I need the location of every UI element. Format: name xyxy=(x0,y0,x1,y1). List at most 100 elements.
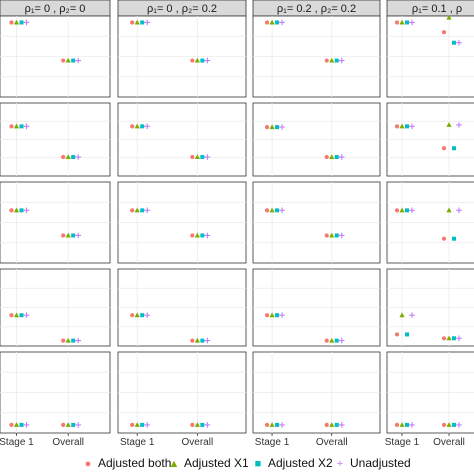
data-point-adjusted-x2 xyxy=(140,124,145,129)
legend-label: Adjusted both xyxy=(98,456,172,470)
facet-panel xyxy=(0,351,111,434)
legend-item: ● Adjusted both xyxy=(82,456,172,470)
data-point-adjusted-x1 xyxy=(329,57,335,63)
data-point-unadjusted xyxy=(144,312,150,318)
facet-panel xyxy=(0,15,111,98)
data-point-adjusted-x2 xyxy=(19,313,24,318)
data-point-adjusted-x2 xyxy=(405,20,409,25)
data-point-adjusted-x1 xyxy=(194,337,200,343)
data-point-adjusted-x1 xyxy=(13,312,20,318)
data-point-adjusted-x1 xyxy=(134,207,140,213)
data-point-adjusted-both xyxy=(441,30,447,35)
data-point-adjusted-x2 xyxy=(452,236,456,241)
facet-panel xyxy=(117,268,247,347)
data-point-adjusted-x2 xyxy=(71,233,76,238)
data-point-adjusted-x2 xyxy=(275,125,280,130)
x-tick-label: Overall xyxy=(52,437,84,448)
data-point-adjusted-x2 xyxy=(200,155,205,160)
data-point-adjusted-both xyxy=(9,208,14,213)
data-point-adjusted-both xyxy=(130,208,135,213)
data-point-unadjusted xyxy=(409,312,415,318)
data-point-unadjusted xyxy=(409,422,415,428)
data-point-unadjusted xyxy=(23,422,30,428)
data-point-adjusted-both xyxy=(441,236,447,241)
data-point-unadjusted xyxy=(75,57,81,64)
data-point-adjusted-x2 xyxy=(71,58,76,63)
data-point-unadjusted xyxy=(23,123,30,130)
data-point-unadjusted xyxy=(144,207,150,214)
x-tick-label: Overall xyxy=(182,437,214,448)
data-point-unadjusted xyxy=(23,312,30,318)
data-point-unadjusted xyxy=(23,207,30,214)
data-point-adjusted-x1 xyxy=(65,57,71,63)
data-point-adjusted-x2 xyxy=(334,58,339,63)
data-point-adjusted-both xyxy=(130,124,135,129)
data-point-adjusted-x1 xyxy=(269,207,275,213)
data-point-adjusted-both xyxy=(61,58,66,63)
data-point-adjusted-x2 xyxy=(19,124,24,129)
data-point-adjusted-both xyxy=(394,124,400,129)
facet-panels xyxy=(0,14,474,434)
data-point-adjusted-both xyxy=(9,20,14,25)
facet-panel xyxy=(0,102,111,177)
data-point-adjusted-x2 xyxy=(452,146,456,151)
facet-panel xyxy=(386,14,474,98)
data-point-unadjusted xyxy=(409,123,415,130)
data-point-adjusted-x1 xyxy=(446,422,452,427)
facet-panel xyxy=(252,268,381,347)
data-point-adjusted-both xyxy=(264,20,270,25)
data-point-adjusted-x2 xyxy=(200,338,205,343)
data-point-adjusted-x1 xyxy=(446,14,452,20)
data-point-adjusted-x1 xyxy=(194,422,200,427)
legend-item: + Unadjusted xyxy=(334,456,411,470)
data-point-adjusted-x2 xyxy=(19,20,24,25)
facet-strip-label: ρ₁= 0 , ρ₂= 0.2 xyxy=(147,3,217,15)
data-point-adjusted-x1 xyxy=(399,312,405,318)
data-point-adjusted-x2 xyxy=(19,422,24,427)
data-point-unadjusted xyxy=(204,337,211,344)
data-point-adjusted-x1 xyxy=(399,422,405,427)
data-point-unadjusted xyxy=(456,39,462,46)
data-point-unadjusted xyxy=(279,422,285,428)
data-point-unadjusted xyxy=(338,154,345,160)
legend-item: ■ Adjusted X2 xyxy=(252,456,333,470)
data-point-adjusted-x1 xyxy=(399,207,405,213)
data-point-adjusted-x1 xyxy=(446,207,452,213)
data-point-adjusted-both xyxy=(324,233,329,238)
data-point-unadjusted xyxy=(456,122,462,128)
facet-panel xyxy=(117,15,247,98)
data-point-adjusted-both xyxy=(324,58,329,63)
data-point-unadjusted xyxy=(279,207,285,214)
data-point-adjusted-both xyxy=(130,422,135,427)
data-point-adjusted-both xyxy=(130,20,135,25)
data-point-unadjusted xyxy=(75,154,81,160)
data-point-adjusted-x1 xyxy=(269,19,275,25)
facet-panel xyxy=(386,102,474,177)
data-point-adjusted-both xyxy=(441,422,447,427)
facet-panel xyxy=(0,268,111,347)
data-point-adjusted-both xyxy=(324,338,329,343)
data-point-adjusted-x1 xyxy=(134,422,140,427)
data-point-adjusted-x1 xyxy=(399,19,405,25)
data-point-adjusted-both xyxy=(61,422,66,427)
data-point-adjusted-both xyxy=(190,233,195,238)
x-tick-label: Stage 1 xyxy=(0,437,34,448)
data-point-unadjusted xyxy=(279,124,285,130)
facet-strips: ρ₁= 0 , ρ₂= 0 ρ₁= 0 , ρ₂= 0.2 ρ₁= 0.2 , ρ₂… xyxy=(0,0,474,17)
data-point-adjusted-both xyxy=(130,313,135,318)
data-point-unadjusted xyxy=(456,335,462,342)
facet-strip-label: ρ₁= 0.2 , ρ₂= 0.2 xyxy=(277,3,356,15)
legend-label: Unadjusted xyxy=(350,456,411,470)
data-point-unadjusted xyxy=(75,422,81,428)
data-point-adjusted-x2 xyxy=(452,40,456,45)
facet-strip-label: ρ₁= 0.1 , ρ xyxy=(412,3,462,15)
data-point-unadjusted xyxy=(338,337,345,344)
data-point-adjusted-x1 xyxy=(399,123,405,129)
data-point-unadjusted xyxy=(456,207,462,214)
data-point-adjusted-both xyxy=(264,313,270,318)
facet-panel xyxy=(117,181,247,264)
facet-strip-label: ρ₁= 0 , ρ₂= 0 xyxy=(25,3,86,15)
data-point-adjusted-x2 xyxy=(334,422,339,427)
data-point-adjusted-x1 xyxy=(446,335,452,341)
